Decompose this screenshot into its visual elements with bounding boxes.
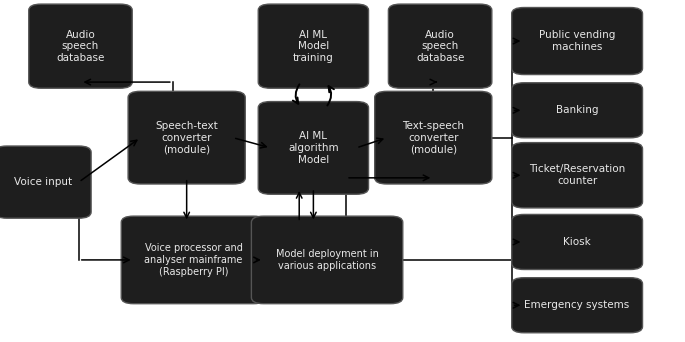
FancyBboxPatch shape — [258, 4, 369, 88]
FancyBboxPatch shape — [512, 278, 643, 333]
FancyBboxPatch shape — [121, 216, 266, 304]
Text: Speech-text
converter
(module): Speech-text converter (module) — [155, 121, 218, 154]
Text: AI ML
Model
training: AI ML Model training — [293, 29, 334, 63]
Text: Emergency systems: Emergency systems — [525, 300, 630, 310]
FancyBboxPatch shape — [512, 143, 643, 208]
FancyBboxPatch shape — [29, 4, 132, 88]
Text: Audio
speech
database: Audio speech database — [416, 29, 464, 63]
Text: Model deployment in
various applications: Model deployment in various applications — [275, 249, 379, 271]
FancyBboxPatch shape — [251, 216, 403, 304]
Text: Ticket/Reservation
counter: Ticket/Reservation counter — [529, 165, 625, 186]
Text: Kiosk: Kiosk — [563, 237, 591, 247]
FancyBboxPatch shape — [388, 4, 492, 88]
FancyBboxPatch shape — [0, 146, 91, 218]
Text: Voice input: Voice input — [14, 177, 72, 187]
Text: AI ML
algorithm
Model: AI ML algorithm Model — [288, 131, 338, 165]
FancyBboxPatch shape — [128, 91, 245, 184]
Text: Public vending
machines: Public vending machines — [539, 30, 615, 52]
Text: Text-speech
converter
(module): Text-speech converter (module) — [402, 121, 464, 154]
FancyBboxPatch shape — [512, 83, 643, 138]
FancyBboxPatch shape — [258, 102, 369, 194]
FancyBboxPatch shape — [512, 8, 643, 75]
FancyBboxPatch shape — [512, 214, 643, 269]
Text: Voice processor and
analyser mainframe
(Raspberry PI): Voice processor and analyser mainframe (… — [145, 243, 242, 277]
FancyBboxPatch shape — [375, 91, 492, 184]
Text: Audio
speech
database: Audio speech database — [56, 29, 105, 63]
Text: Banking: Banking — [556, 105, 599, 115]
